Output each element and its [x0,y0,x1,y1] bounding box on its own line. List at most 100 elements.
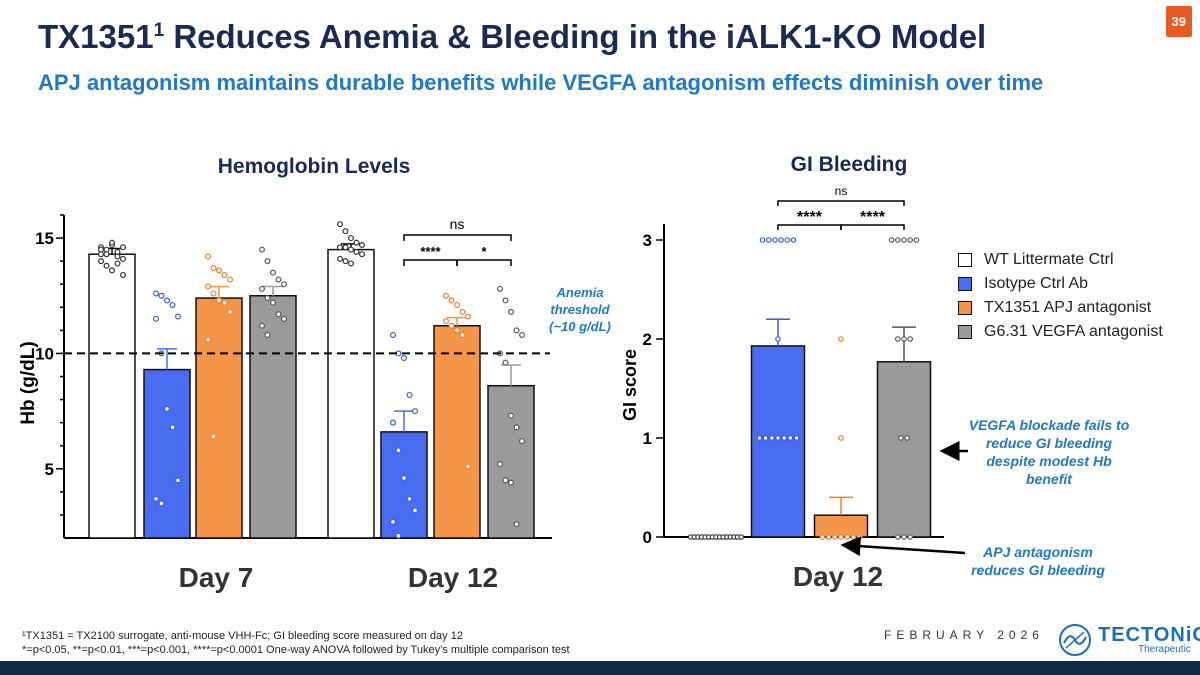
hb-data-point [465,463,472,470]
hb-bar-isotype-day12 [380,431,428,539]
hb-data-point [390,419,397,426]
hb-data-point [465,313,472,320]
gi-y-axis-label: GI score [620,349,640,421]
gi-data-point [756,435,763,441]
gi-data-point [913,237,920,243]
gi-data-point [831,534,838,540]
gi-data-point [907,237,914,243]
hb-data-point [508,479,515,486]
hb-group-label: Day 12 [408,562,498,593]
gi-data-point [888,237,895,243]
gi-data-point [762,435,769,441]
gi-tick-label: 0 [643,528,652,547]
hb-data-point [348,235,355,242]
gi-data-point [901,336,907,342]
hb-data-point [114,253,121,260]
anemia-threshold-label: (~10 g/dL) [549,319,611,334]
hb-data-point [169,301,176,308]
legend-label-isotype: Isotype Ctrl Ab [984,275,1089,292]
vegfa-annotation-text: VEGFA blockade fails to [969,417,1130,433]
gi-data-point [850,534,857,540]
hb-sig-label: * [481,244,487,259]
hb-data-point [169,424,176,431]
gi-data-point [787,435,794,441]
hb-data-point [337,255,344,262]
gi-bar-tx1351 [813,514,869,538]
hb-data-point [502,477,509,484]
hb-data-point [342,244,349,251]
footnote-2: *=p<0.05, **=p<0.01, ***=p<0.001, ****=p… [22,644,570,656]
hb-data-point [513,327,520,334]
hb-bar-g631-day12 [487,384,535,539]
gi-data-point [838,336,844,342]
hb-tick-label: 15 [35,229,54,248]
hb-data-point [513,424,520,431]
gi-data-point [793,435,800,441]
logo-sub: Therapeutic [1138,644,1191,655]
hb-bar-wt-day7 [88,253,136,539]
legend-item-isotype: Isotype Ctrl Ab [958,272,1163,296]
gi-data-point [759,237,766,243]
hb-data-point [216,267,223,274]
footnote-1: ¹TX1351 = TX2100 surrogate, anti-mouse V… [22,630,463,642]
gi-data-point [907,336,914,342]
hb-data-point [412,408,419,415]
hb-bar-tx1351-day12 [433,324,481,539]
gi-data-point [772,237,778,243]
hb-data-point [153,495,160,502]
hb-data-point [508,308,515,315]
legend-label-g631: G6.31 VEGFA antagonist [984,323,1163,340]
gi-data-point [901,237,907,243]
hb-data-point [221,271,228,278]
hb-data-point [281,315,288,322]
apj-annotation-text: reduces GI bleeding [971,562,1105,578]
hb-data-point [401,355,408,362]
hb-data-point [353,239,360,246]
hb-data-point [412,507,419,514]
legend-swatch-g631 [958,325,972,339]
gi-data-point [819,534,826,540]
presentation-date: FEBRUARY 2026 [884,628,1044,642]
gi-data-point [738,534,745,540]
hb-data-point [497,461,504,468]
gi-data-point [838,534,844,540]
hb-data-point [108,267,115,274]
hb-data-point [337,244,344,251]
hb-data-point [443,318,450,325]
hb-data-point [508,412,515,419]
hb-data-point [97,258,104,265]
hb-data-point [337,221,344,228]
hb-data-point [97,251,104,258]
legend-item-tx1351: TX1351 APJ antagonist [958,296,1163,320]
logo-name: TECTONiC [1098,624,1200,646]
hb-data-point [205,283,212,290]
hb-data-point [406,495,413,502]
tectonic-logo-icon [1059,624,1091,656]
hb-data-point [459,331,466,338]
hb-data-point [259,246,266,253]
hb-sig-bracket-ns [403,234,512,241]
hb-data-point [275,311,282,318]
gi-data-point [765,237,772,243]
gi-sig-label: **** [797,209,823,226]
hb-data-point [158,292,165,299]
legend: WT Littermate Ctrl Isotype Ctrl Ab TX135… [958,248,1163,344]
company-logo: TECTONiC Therapeutic [1058,623,1200,657]
annotations: VEGFA blockade fails to reduce GI bleedin… [840,417,1130,578]
hb-data-point [459,308,466,315]
hb-data-point [221,299,228,306]
hb-bar-isotype-day7 [143,368,191,539]
gi-sig-bracket-ns [777,200,905,206]
hb-data-point [259,285,266,292]
apj-annotation-text: APJ antagonism [982,544,1093,560]
hb-data-point [119,271,126,278]
hb-data-point [103,251,110,258]
apj-arrow [840,536,966,557]
hb-data-point [108,239,115,246]
legend-item-wt: WT Littermate Ctrl [958,248,1163,272]
hb-data-point [270,269,277,276]
gi-data-point [790,237,797,243]
gi-data-point [856,534,863,540]
hb-group-label: Day 7 [179,562,254,593]
hb-data-point [454,301,461,308]
